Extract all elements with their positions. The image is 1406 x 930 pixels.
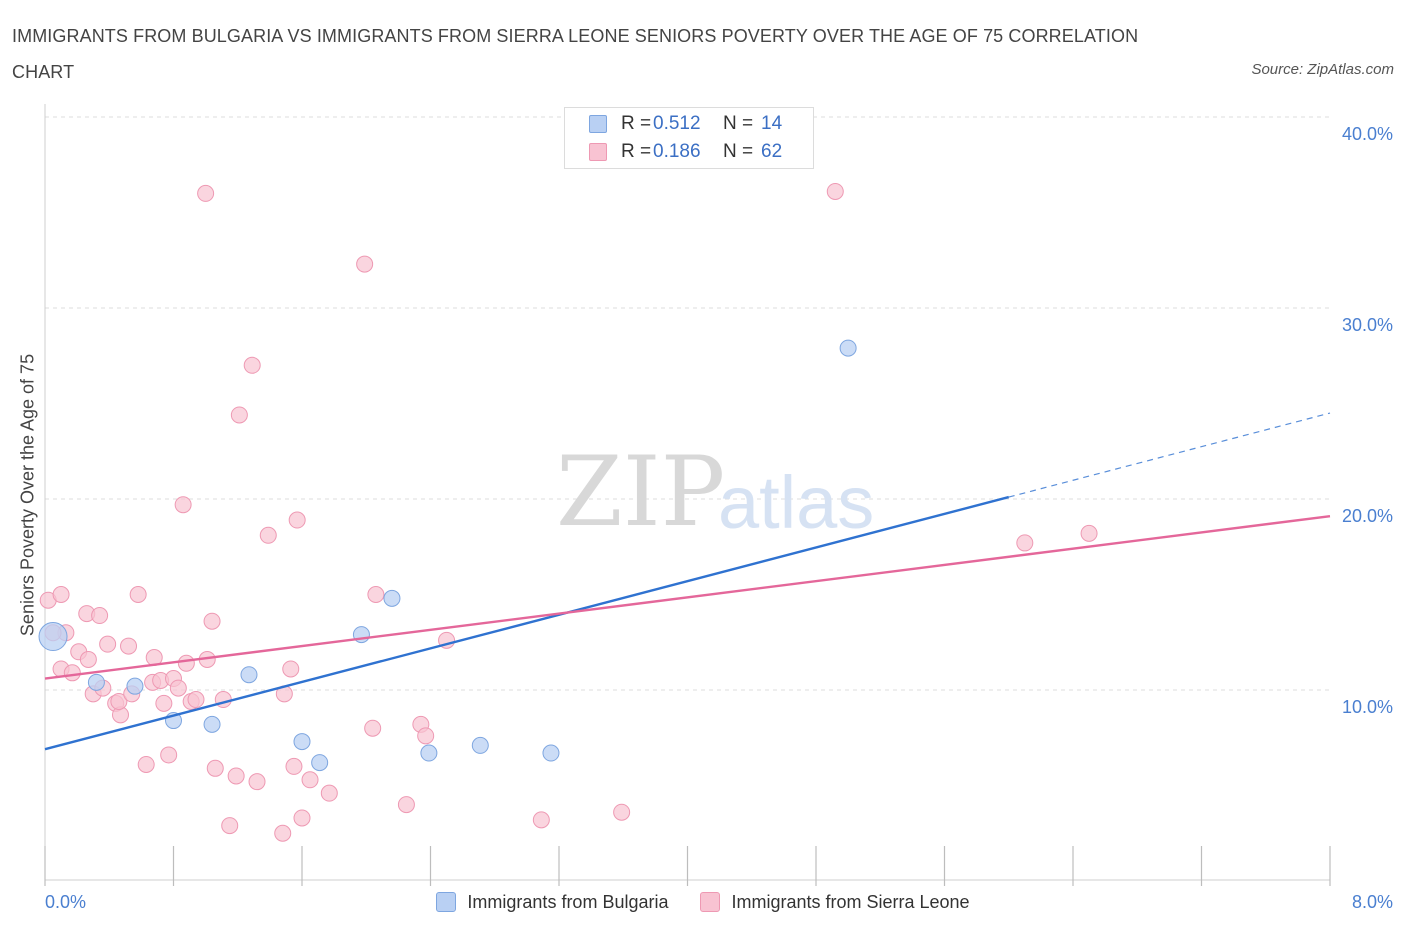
bulgaria-point	[542, 744, 560, 762]
sierra-leone-point	[356, 255, 374, 273]
bulgaria-point	[471, 736, 489, 754]
sierra-leone-point	[177, 654, 195, 672]
tick-labels: 10.0% 20.0% 30.0% 40.0% 0.0% 8.0%	[45, 124, 1393, 912]
bulgaria-point	[240, 666, 258, 684]
sierra-leone-point	[320, 784, 338, 802]
r-label: R =	[621, 141, 652, 162]
sierra-leone-point	[206, 759, 224, 777]
bulgaria-swatch	[436, 892, 457, 912]
bulgaria-point	[383, 589, 401, 607]
sierra-leone-point	[288, 511, 306, 529]
sierra-leone-point	[243, 356, 261, 374]
n-label: N =	[723, 141, 754, 162]
sierra-leone-point	[230, 406, 248, 424]
bulgaria-point	[126, 677, 144, 695]
r-label: R =	[621, 113, 652, 134]
sierra-leone-point	[99, 635, 117, 653]
sierra-leone-point	[285, 757, 303, 775]
bulgaria-trend-line	[44, 495, 1010, 751]
sierra-leone-point	[137, 755, 155, 773]
y-tick-label: 10.0%	[1342, 697, 1393, 717]
sierra-leone-point	[91, 607, 109, 625]
sierra-leone-swatch	[700, 892, 721, 912]
sierra-leone-point	[1016, 534, 1034, 552]
watermark-zip: ZIP	[556, 436, 725, 548]
bulgaria-points	[38, 339, 857, 772]
sierra-leone-point	[63, 664, 81, 682]
y-tick-label: 30.0%	[1342, 315, 1393, 335]
bulgaria-point	[420, 744, 438, 762]
bulgaria-point	[293, 733, 311, 751]
n-value: 14	[761, 113, 783, 134]
sierra-leone-point	[248, 773, 266, 791]
n-value: 62	[761, 141, 783, 162]
bulgaria-point	[839, 339, 857, 357]
sierra-leone-point	[826, 182, 844, 200]
sierra-leone-point	[613, 803, 631, 821]
sierra-leone-point	[227, 767, 245, 785]
sierra-leone-point	[367, 586, 385, 603]
x-tick-label: 0.0%	[45, 892, 86, 912]
sierra-leone-point	[155, 694, 173, 712]
legend-label-bulgaria: Immigrants from Bulgaria	[467, 891, 669, 912]
watermark: ZIP atlas	[556, 436, 874, 548]
sierra-leone-point	[397, 796, 415, 814]
sierra-leone-point	[203, 612, 221, 630]
stats-row-sierra-leone: R = 0.186 N = 62	[589, 139, 782, 165]
sierra-leone-point	[293, 809, 311, 827]
legend-label-sierra-leone: Immigrants from Sierra Leone	[731, 891, 970, 912]
watermark-atlas: atlas	[718, 461, 874, 544]
sierra-leone-point	[187, 691, 205, 709]
sierra-leone-point	[221, 817, 239, 835]
n-label: N =	[723, 113, 754, 134]
sierra-leone-point	[129, 586, 147, 603]
sierra-leone-point	[282, 660, 300, 678]
series-legend: Immigrants from Bulgaria Immigrants from…	[0, 889, 1406, 915]
sierra-leone-point	[52, 586, 70, 603]
r-value: 0.512	[653, 113, 701, 134]
sierra-leone-point	[274, 824, 292, 842]
axes	[44, 104, 1331, 886]
trend-lines	[44, 412, 1331, 751]
sierra-leone-point	[120, 637, 138, 655]
bulgaria-point	[38, 622, 68, 652]
sierra-leone-swatch	[589, 143, 607, 161]
stats-row-bulgaria: R = 0.512 N = 14	[589, 111, 782, 137]
x-tick-label: 8.0%	[1352, 892, 1393, 912]
bulgaria-trend-extension	[1008, 412, 1331, 498]
sierra-leone-trend-line	[44, 514, 1331, 680]
sierra-leone-point	[532, 811, 550, 829]
sierra-leone-point	[259, 526, 277, 544]
grid-lines	[45, 116, 1330, 691]
legend-item-sierra-leone[interactable]: Immigrants from Sierra Leone	[700, 891, 970, 913]
y-tick-label: 20.0%	[1342, 506, 1393, 526]
chart-source: Source: ZipAtlas.com	[1251, 61, 1394, 78]
sierra-leone-point	[160, 746, 178, 764]
sierra-leone-point	[301, 771, 319, 789]
bulgaria-point	[203, 715, 221, 733]
sierra-leone-points	[39, 182, 1098, 842]
chart-title: IMMIGRANTS FROM BULGARIA VS IMMIGRANTS F…	[12, 26, 1139, 82]
sierra-leone-point	[110, 692, 128, 710]
sierra-leone-point	[417, 727, 435, 745]
bulgaria-point	[87, 673, 105, 691]
sierra-leone-point	[1080, 524, 1098, 542]
sierra-leone-point	[364, 719, 382, 737]
sierra-leone-point	[79, 650, 97, 668]
bulgaria-point	[311, 754, 329, 772]
stats-legend: R = 0.512 N = 14 R = 0.186 N = 62	[564, 107, 814, 169]
y-tick-label: 40.0%	[1342, 124, 1393, 144]
legend-item-bulgaria[interactable]: Immigrants from Bulgaria	[436, 892, 668, 913]
sierra-leone-point	[169, 679, 187, 697]
r-value: 0.186	[653, 141, 701, 162]
sierra-leone-point	[197, 184, 215, 202]
bulgaria-swatch	[589, 115, 607, 133]
sierra-leone-point	[174, 496, 192, 514]
